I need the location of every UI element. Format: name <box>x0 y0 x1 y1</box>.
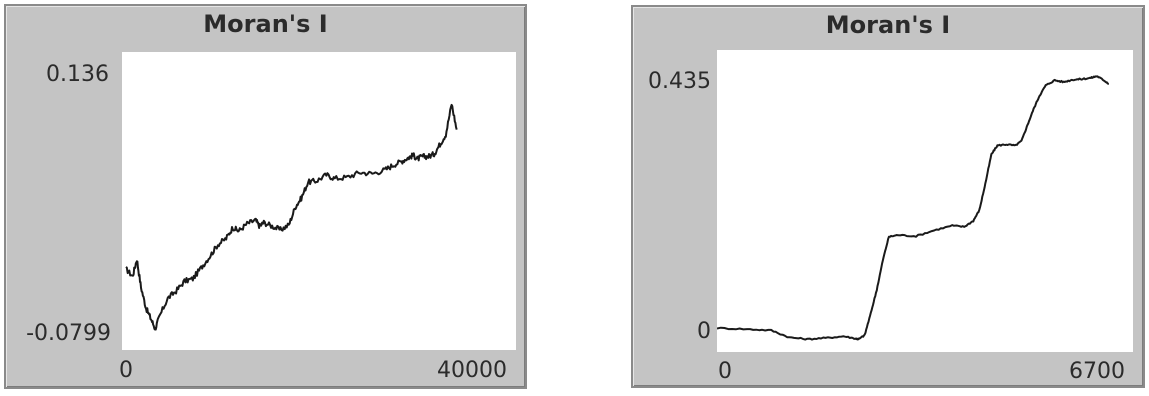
y-tick-label-min: -0.0799 <box>26 321 111 346</box>
plot-area <box>122 52 516 350</box>
x-tick-label-max: 6700 <box>1069 359 1125 384</box>
y-tick-label-max: 0.435 <box>648 69 711 94</box>
series-line <box>717 75 1110 341</box>
plot-area <box>717 50 1133 352</box>
morans-i-plot-left: Moran's I 0.136 -0.0799 0 40000 <box>4 4 527 389</box>
series-line <box>125 103 458 331</box>
y-tick-label-max: 0.136 <box>46 62 109 87</box>
chart-title: Moran's I <box>203 10 328 38</box>
morans-i-plot-right: Moran's I 0.435 0 0 6700 <box>631 5 1145 388</box>
x-tick-label-min: 0 <box>119 358 133 383</box>
chart-title: Moran's I <box>825 11 951 39</box>
y-tick-label-min: 0 <box>697 319 711 344</box>
line-chart-svg <box>717 75 1110 341</box>
x-tick-label-max: 40000 <box>437 358 507 383</box>
x-tick-label-min: 0 <box>718 359 732 384</box>
line-chart-svg <box>125 103 458 331</box>
